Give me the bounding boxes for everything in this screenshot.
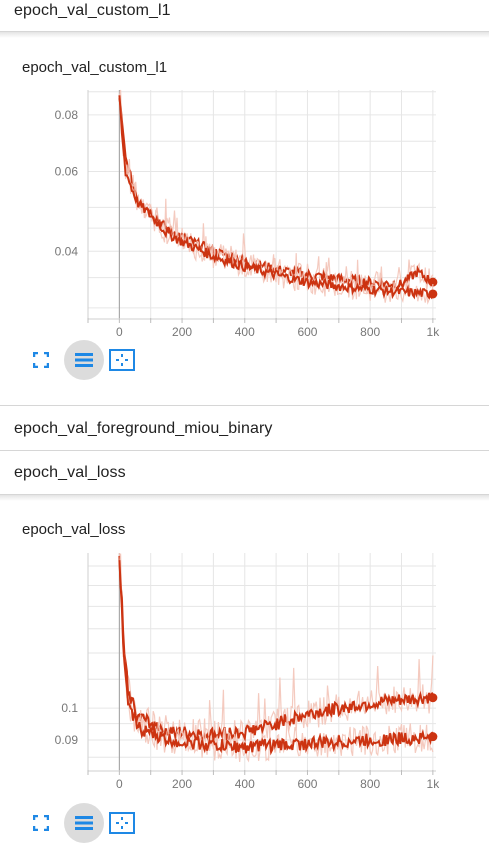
expand-icon: [109, 812, 135, 834]
toggle-log-scale-icon: [75, 353, 93, 367]
series-endpoint: [428, 277, 438, 287]
x-tick-label: 0: [116, 777, 123, 791]
fit-domain-button[interactable]: [21, 803, 61, 843]
fit-domain-icon: [33, 815, 49, 831]
series-endpoint: [428, 693, 438, 703]
section-divider: [0, 494, 489, 495]
chart-title: epoch_val_custom_l1: [22, 59, 168, 76]
y-tick-label: 0.06: [55, 165, 79, 179]
fit-domain-icon: [33, 352, 49, 368]
series-line: [118, 95, 434, 300]
expand-button[interactable]: [102, 340, 142, 380]
x-tick-label: 600: [297, 325, 317, 339]
expand-icon: [109, 349, 135, 371]
chart-epoch-val-loss[interactable]: 0 200 400 600 800 1k 0.1 0.09: [0, 0, 489, 810]
toggle-log-scale-button[interactable]: [64, 340, 104, 380]
section-header-foreground-miou[interactable]: epoch_val_foreground_miou_binary: [0, 420, 489, 438]
x-tick-label: 1k: [427, 325, 441, 339]
section-title: epoch_val_custom_l1: [14, 2, 171, 19]
toggle-log-scale-icon: [75, 816, 93, 830]
x-tick-label: 800: [360, 777, 380, 791]
x-tick-label: 0: [116, 325, 123, 339]
x-tick-label: 200: [172, 777, 192, 791]
x-tick-label: 600: [297, 777, 317, 791]
section-header-loss[interactable]: epoch_val_loss: [0, 464, 489, 482]
section-title: epoch_val_foreground_miou_binary: [14, 420, 273, 437]
x-tick-label: 800: [360, 325, 380, 339]
y-tick-label: 0.09: [55, 733, 79, 747]
raw-series-line: [118, 89, 434, 305]
section-title: epoch_val_loss: [14, 464, 126, 481]
series-line: [118, 560, 434, 756]
chart-controls: [26, 340, 156, 380]
section-divider: [0, 405, 489, 406]
y-tick-label: 0.04: [55, 244, 79, 258]
section-shadow: [0, 32, 489, 38]
x-tick-label: 400: [235, 325, 255, 339]
raw-series-line: [118, 553, 434, 763]
fit-domain-button[interactable]: [21, 340, 61, 380]
section-divider: [0, 450, 489, 451]
series-endpoint: [428, 289, 438, 299]
y-tick-label: 0.1: [61, 701, 78, 715]
toggle-log-scale-button[interactable]: [64, 803, 104, 843]
x-tick-label: 200: [172, 325, 192, 339]
section-shadow: [0, 495, 489, 501]
x-tick-label: 400: [235, 777, 255, 791]
chart-epoch-val-custom-l1[interactable]: 0 200 400 600 800 1k 0.08 0.06 0.04: [0, 0, 489, 345]
series-endpoint: [428, 732, 438, 742]
expand-button[interactable]: [102, 803, 142, 843]
section-header-custom-l1[interactable]: epoch_val_custom_l1: [0, 2, 489, 20]
y-tick-label: 0.08: [55, 108, 79, 122]
section-divider: [0, 31, 489, 32]
x-tick-label: 1k: [427, 777, 441, 791]
chart-title: epoch_val_loss: [22, 521, 126, 538]
chart-controls: [26, 803, 156, 843]
series-line: [118, 555, 434, 745]
